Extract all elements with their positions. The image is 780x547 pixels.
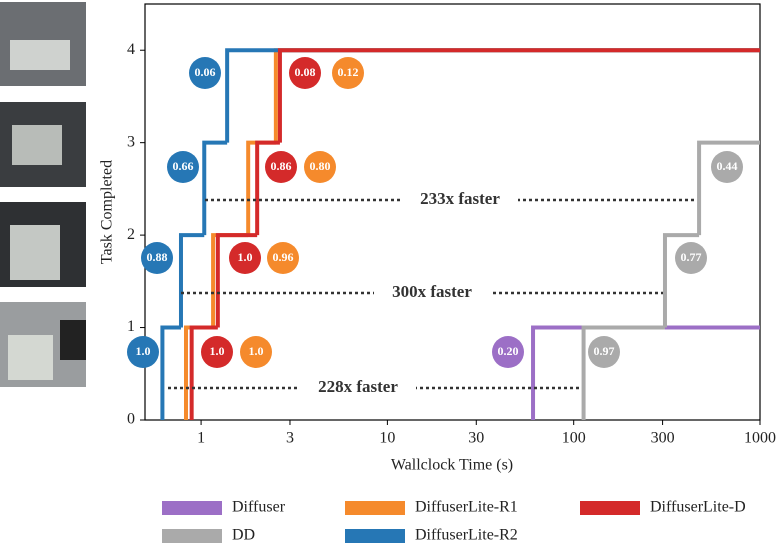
x-tick-label: 3 [286,430,294,447]
thumbnail-detail [10,40,70,70]
thumbnail-detail [10,225,60,280]
annotation-text: 1.0 [249,344,264,358]
x-axis-label: Wallclock Time (s) [391,457,513,474]
annotation-text: 0.86 [271,159,292,173]
annotation-badge [189,57,221,89]
annotation-text: 0.12 [338,65,359,79]
annotation-badge [127,336,159,368]
annotation-badge [304,151,336,183]
annotation-text: 0.44 [717,159,738,173]
y-tick-label: 1 [127,318,135,335]
legend-label: DiffuserLite-D [650,499,746,516]
annotation-text: 0.97 [594,344,615,358]
x-tick-label: 30 [468,430,484,447]
x-tick-label: 1 [197,430,205,447]
speedup-label-bg [374,282,490,304]
annotation-text: 0.08 [295,65,316,79]
speedup-label: 228x faster [318,377,398,396]
step-line [531,325,760,420]
annotation-badge [711,151,743,183]
thumbnail-detail [8,335,53,380]
annotation-badge [675,242,707,274]
annotation-badge [167,151,199,183]
y-tick-label: 0 [127,411,135,428]
annotation-text: 1.0 [210,344,225,358]
step-line [202,140,228,236]
annotation-text: 1.0 [238,250,253,264]
step-line [189,325,218,420]
annotation-badge [265,151,297,183]
legend-label: Diffuser [232,499,286,516]
legend-swatch [162,529,222,543]
legend-label: DiffuserLite-R2 [415,527,518,544]
thumbnails [0,2,86,387]
annotation-badge [332,57,364,89]
speedup-label-bg [402,189,518,211]
x-tick-label: 1000 [744,430,776,447]
thumbnail-detail [12,125,62,165]
speedup-label-bg [300,377,416,399]
legend-swatch [580,501,640,515]
step-line [160,325,181,420]
y-tick-label: 4 [127,41,135,58]
step-line [662,233,700,328]
annotation-badge [289,57,321,89]
y-axis-label: Task Completed [99,160,116,264]
annotation-badge [267,242,299,274]
annotation-text: 0.06 [195,65,216,79]
plot-area [160,48,760,420]
annotation-text: 0.88 [147,250,168,264]
x-tick-label: 300 [651,430,675,447]
legend-label: DiffuserLite-R1 [415,499,518,516]
plot-frame [144,3,761,421]
annotation-badge [141,242,173,274]
y-tick-label: 2 [127,226,135,243]
step-line [215,233,258,328]
legend-swatch [345,529,405,543]
annotation-text: 0.96 [273,250,294,264]
legend-swatch [345,501,405,515]
annotation-text: 1.0 [136,344,151,358]
step-line [178,233,205,328]
y-tick-label: 3 [127,133,135,150]
annotation-badge [229,242,261,274]
annotation-badge [492,336,524,368]
annotation-text: 0.80 [310,159,331,173]
speedup-label: 300x faster [392,282,472,301]
x-tick-label: 100 [562,430,586,447]
annotation-badge [588,336,620,368]
speedup-label: 233x faster [420,189,500,208]
step-line [581,325,665,420]
annotation-text: 0.66 [173,159,194,173]
legend-label: DD [232,527,255,544]
annotation-badge [240,336,272,368]
step-line [255,140,280,236]
legend-swatch [162,501,222,515]
step-line [277,48,760,143]
step-line [697,140,760,236]
x-tick-label: 10 [379,430,395,447]
annotation-text: 0.20 [498,344,519,358]
annotation-badge [201,336,233,368]
thumbnail-detail [60,320,86,360]
annotation-text: 0.77 [681,250,702,264]
